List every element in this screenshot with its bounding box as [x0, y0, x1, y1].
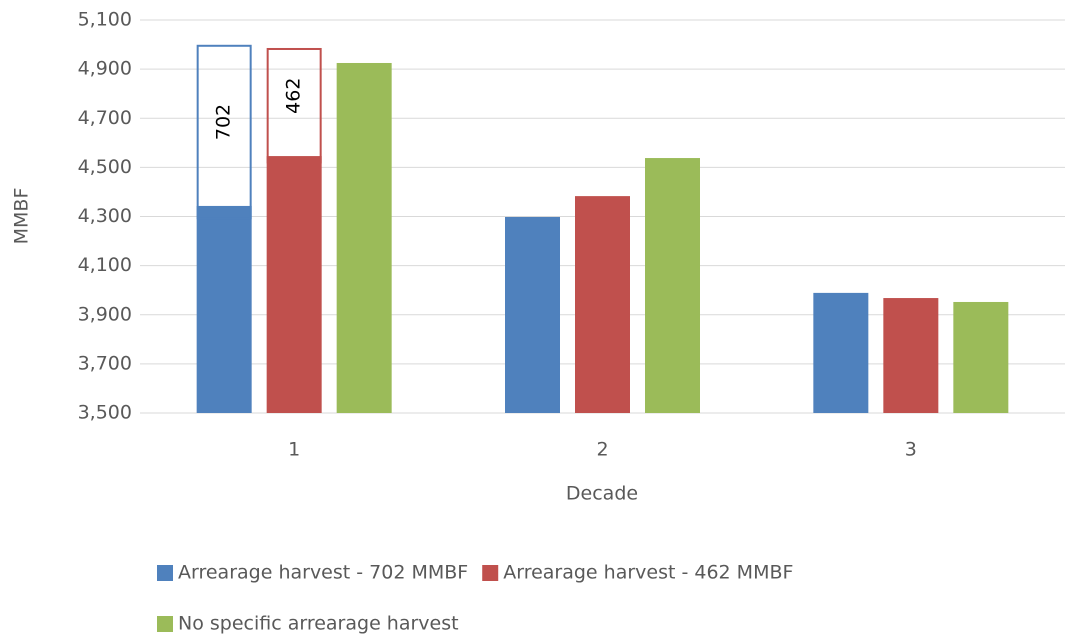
- y-tick-label: 3,500: [78, 402, 132, 424]
- legend-label: Arrearage harvest - 462 MMBF: [503, 562, 793, 584]
- legend-label: No specific arrearage harvest: [178, 613, 459, 635]
- bar: [645, 158, 700, 413]
- x-tick-label: 3: [905, 439, 917, 461]
- y-tick-label: 4,100: [78, 254, 132, 276]
- y-tick-label: 4,900: [78, 58, 132, 80]
- legend-swatch: [157, 565, 173, 581]
- bar: [575, 196, 630, 413]
- bar: [196, 205, 252, 413]
- annotation-box: [266, 47, 322, 164]
- x-tick-label: 1: [288, 439, 300, 461]
- bar: [505, 216, 560, 413]
- legend-swatch: [482, 565, 499, 581]
- x-tick-label: 2: [596, 439, 608, 461]
- bar: [813, 292, 869, 413]
- bar: [336, 62, 392, 413]
- y-tick-label: 5,100: [78, 9, 132, 31]
- y-axis-label: MMBF: [11, 188, 33, 245]
- bar: [266, 156, 322, 414]
- bar: [883, 298, 939, 413]
- bar: [953, 301, 1009, 413]
- annotation-box: [196, 44, 252, 220]
- y-tick-label: 4,700: [78, 107, 132, 129]
- annotation-label: 702: [213, 104, 235, 140]
- y-tick-label: 3,700: [78, 352, 132, 374]
- y-tick-label: 4,500: [78, 156, 132, 178]
- annotation-label: 462: [283, 78, 305, 114]
- x-axis-label: Decade: [566, 483, 638, 505]
- y-tick-label: 3,900: [78, 303, 132, 325]
- legend-label: Arrearage harvest - 702 MMBF: [178, 562, 468, 584]
- legend-swatch: [157, 616, 173, 632]
- y-tick-label: 4,300: [78, 205, 132, 227]
